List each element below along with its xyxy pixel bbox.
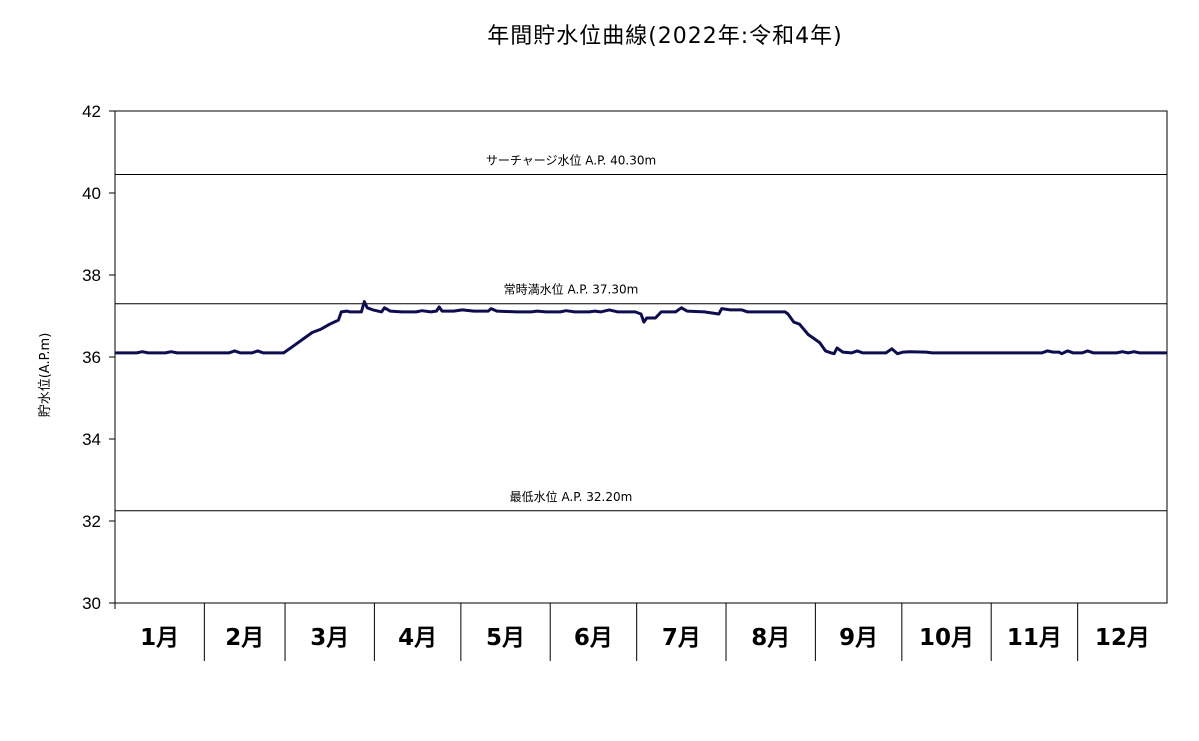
x-tick-label: 12月	[1095, 625, 1150, 651]
x-tick-label: 6月	[574, 625, 613, 651]
x-tick-label: 10月	[919, 625, 974, 651]
reference-line-label: 常時満水位 A.P. 37.30m	[504, 282, 639, 297]
y-axis: 30 32 34 36 38 40 42	[82, 102, 115, 613]
x-tick-label: 3月	[310, 625, 349, 651]
y-tick-label: 30	[82, 594, 101, 613]
x-tick-label: 9月	[839, 625, 878, 651]
x-tick-label: 8月	[751, 625, 790, 651]
reference-line-label: サーチャージ水位 A.P. 40.30m	[486, 153, 656, 168]
plot-area-frame	[114, 110, 1168, 604]
y-tick-label: 38	[82, 266, 101, 285]
y-tick-label: 42	[82, 102, 101, 121]
y-tick-label: 32	[82, 512, 101, 531]
y-tick-label: 36	[82, 348, 101, 367]
y-tick-label: 34	[82, 430, 101, 449]
x-tick-label: 11月	[1007, 625, 1062, 651]
x-tick-label: 4月	[398, 625, 437, 651]
chart-title: 年間貯水位曲線(2022年:令和4年)	[487, 24, 843, 49]
x-axis: 1月 2月 3月 4月 5月 6月 7月 8月 9月 10月 11月 12月	[114, 603, 1150, 661]
x-tick-label: 2月	[225, 625, 264, 651]
reference-line-label: 最低水位 A.P. 32.20m	[510, 489, 633, 504]
x-tick-label: 5月	[486, 625, 525, 651]
y-tick-label: 40	[82, 184, 101, 203]
y-axis-label: 貯水位(A.P.m)	[38, 333, 53, 418]
x-tick-label: 1月	[140, 625, 179, 651]
series-line	[114, 300, 1168, 356]
x-tick-label: 7月	[662, 625, 701, 651]
reference-lines: サーチャージ水位 A.P. 40.30m 常時満水位 A.P. 37.30m 最低水…	[115, 153, 1167, 512]
